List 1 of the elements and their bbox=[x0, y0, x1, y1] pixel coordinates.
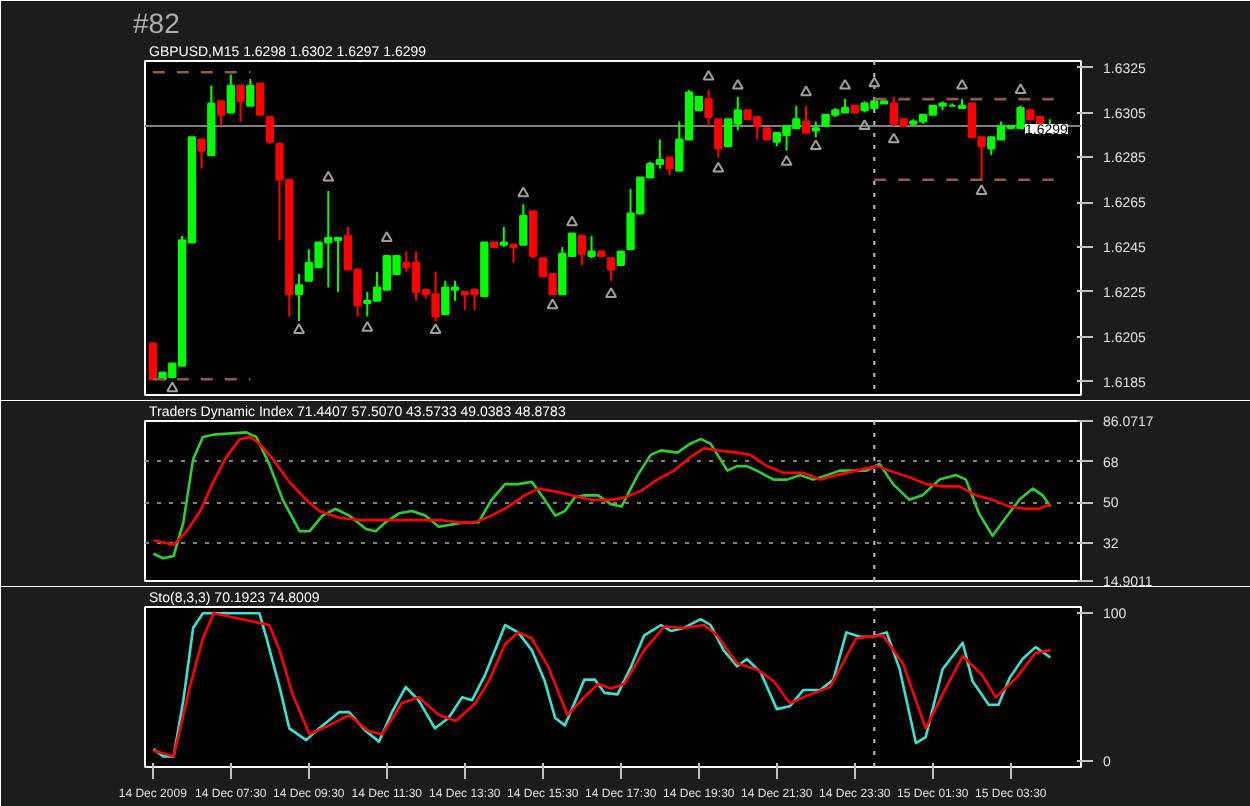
text: #82 bbox=[133, 7, 181, 39]
